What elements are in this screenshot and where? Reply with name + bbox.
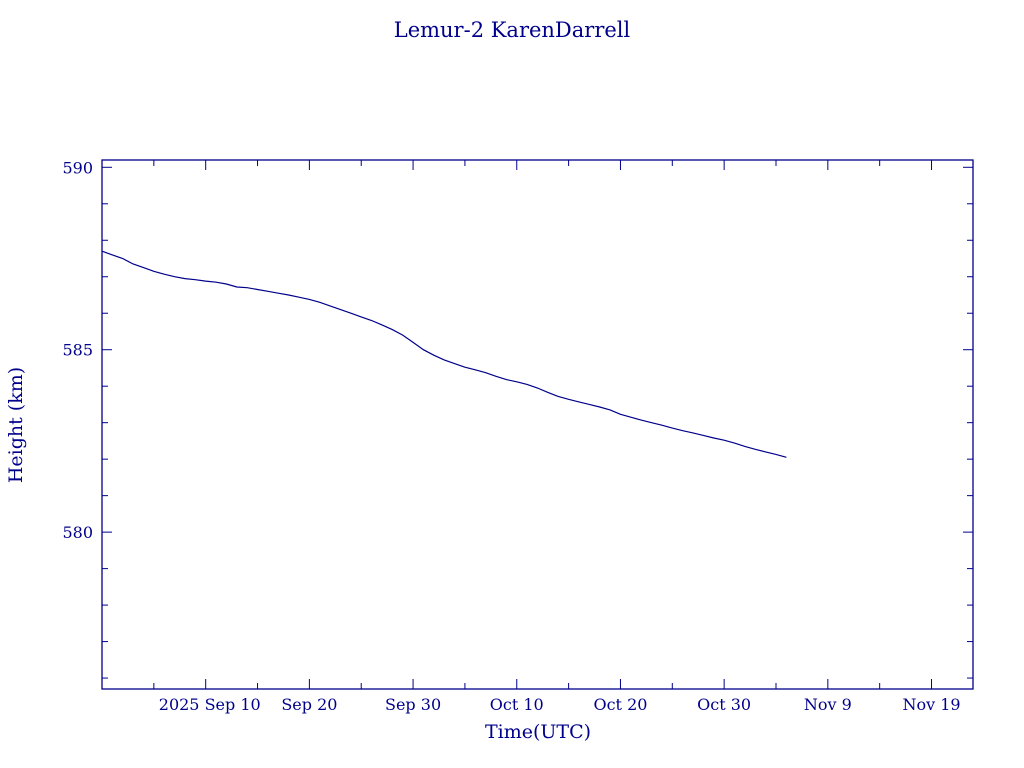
- x-tick-label: Oct 20: [593, 695, 647, 714]
- x-tick-label: 2025 Sep 10: [159, 695, 261, 714]
- y-tick-label: 585: [62, 341, 93, 360]
- axis-ticks: [101, 160, 973, 689]
- x-tick-label: Oct 10: [490, 695, 544, 714]
- plot-frame: [101, 159, 974, 690]
- chart-title: Lemur-2 KarenDarrell: [394, 18, 631, 42]
- x-tick-label: Sep 20: [281, 695, 337, 714]
- x-tick-label: Sep 30: [385, 695, 441, 714]
- y-tick-label: 590: [62, 158, 93, 177]
- x-axis-label: Time(UTC): [485, 721, 591, 743]
- x-tick-label: Oct 30: [697, 695, 751, 714]
- height-series-line: [101, 250, 787, 458]
- x-tick-label: Nov 19: [902, 695, 960, 714]
- x-tick-label: Nov 9: [804, 695, 852, 714]
- y-tick-label: 580: [62, 523, 93, 542]
- y-axis-label: Height (km): [5, 367, 27, 483]
- tick-labels: 2025 Sep 10 Sep 20 Sep 30 Oct 10 Oct 20 Oct 3…: [62, 158, 960, 714]
